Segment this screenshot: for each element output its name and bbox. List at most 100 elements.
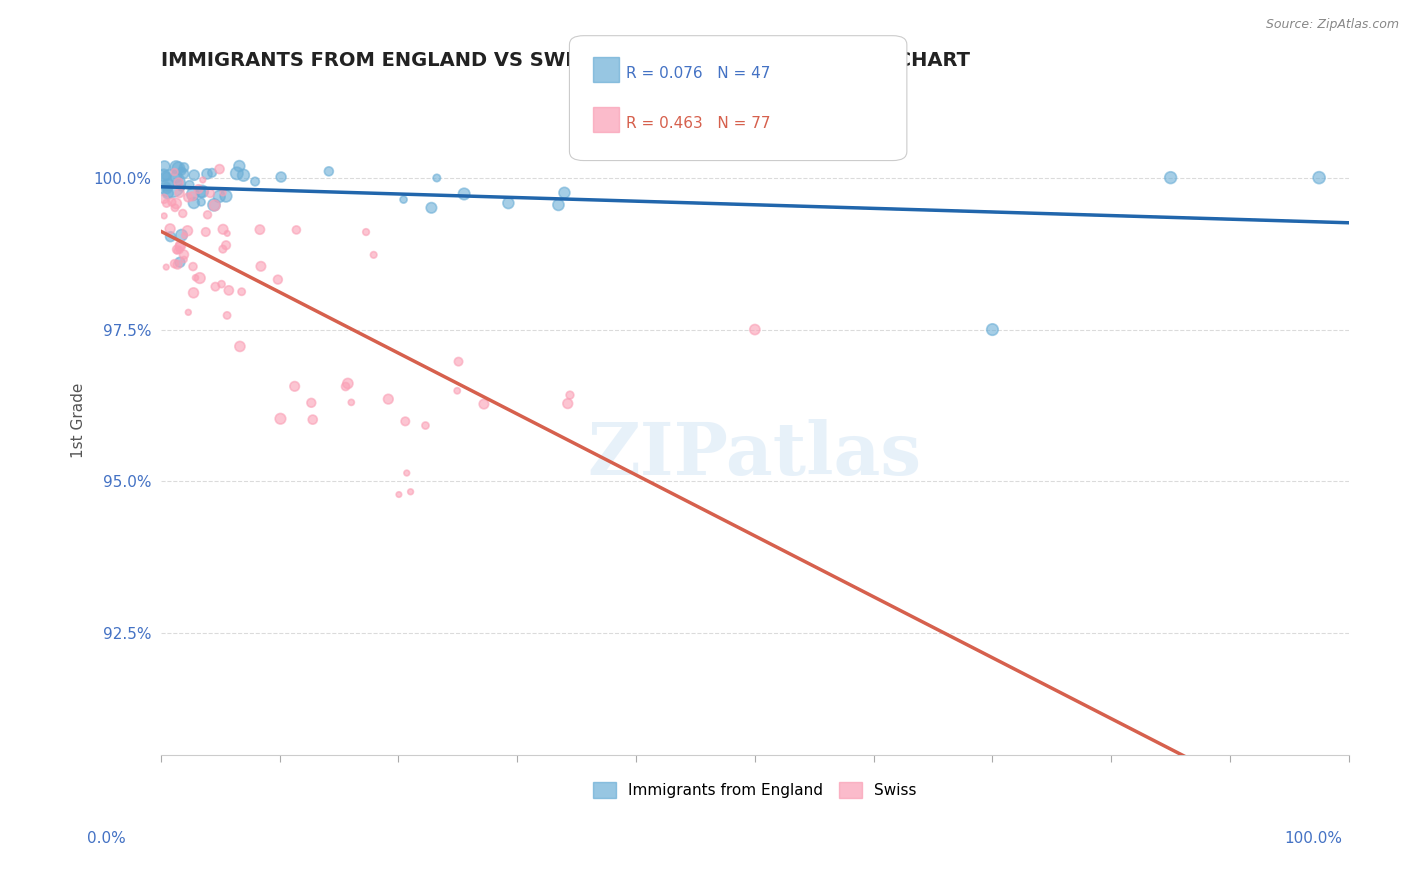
Point <box>250 260 273 274</box>
Point <box>170 228 193 243</box>
Point <box>363 248 385 262</box>
Point <box>197 208 219 222</box>
Point <box>395 466 418 480</box>
Point <box>177 190 200 204</box>
Point <box>202 198 225 212</box>
Text: ZIPatlas: ZIPatlas <box>588 418 922 490</box>
Point <box>156 178 179 192</box>
Point <box>170 164 193 178</box>
Point <box>270 169 292 184</box>
Point <box>217 227 239 241</box>
Point <box>231 285 253 299</box>
Point <box>160 195 183 210</box>
Point <box>301 412 323 426</box>
Point <box>232 168 254 182</box>
Point <box>176 224 198 238</box>
Point <box>399 484 422 499</box>
Point <box>340 395 363 409</box>
Point <box>167 175 190 189</box>
Point <box>215 189 238 203</box>
Point <box>169 239 191 253</box>
Point <box>420 201 443 215</box>
Point <box>335 379 357 393</box>
Point <box>179 178 201 192</box>
Point <box>204 279 226 293</box>
Point <box>156 182 179 196</box>
Point <box>249 222 271 236</box>
Point <box>558 388 581 402</box>
Point <box>153 192 176 206</box>
Point <box>201 166 224 180</box>
Point <box>173 167 195 181</box>
Point <box>394 414 416 428</box>
Point <box>208 162 231 177</box>
Point <box>269 411 291 425</box>
Point <box>208 189 231 203</box>
Point <box>204 198 226 212</box>
Point <box>172 206 194 220</box>
Point <box>183 196 205 211</box>
Point <box>472 397 495 411</box>
Point <box>173 228 195 243</box>
Point <box>155 260 177 274</box>
Point <box>163 201 186 215</box>
Point <box>229 339 252 353</box>
Point <box>191 173 214 187</box>
Point <box>181 189 204 203</box>
Point <box>153 209 176 223</box>
Point <box>169 238 191 252</box>
Point <box>415 418 437 433</box>
Text: R = 0.076   N = 47: R = 0.076 N = 47 <box>626 67 770 81</box>
Point <box>1160 170 1182 185</box>
Point <box>1308 170 1330 185</box>
Point <box>447 354 470 368</box>
Point <box>392 193 415 207</box>
Point <box>165 170 187 185</box>
Point <box>318 164 340 178</box>
Text: R = 0.463   N = 77: R = 0.463 N = 77 <box>626 117 770 131</box>
Point <box>163 165 186 179</box>
Point <box>212 222 235 236</box>
Point <box>167 161 190 175</box>
Point <box>165 160 187 174</box>
Text: 0.0%: 0.0% <box>87 831 127 847</box>
Point <box>155 196 177 211</box>
Point <box>284 379 307 393</box>
Point <box>181 187 204 202</box>
Point <box>228 159 250 173</box>
Point <box>377 392 399 406</box>
Point <box>426 171 449 186</box>
Point <box>215 238 238 252</box>
Point <box>285 223 308 237</box>
Point <box>159 229 181 244</box>
Point <box>187 182 209 196</box>
Point <box>498 196 520 211</box>
Point <box>547 198 569 212</box>
Point <box>190 195 212 210</box>
Point <box>225 166 247 180</box>
Text: Source: ZipAtlas.com: Source: ZipAtlas.com <box>1265 18 1399 31</box>
Point <box>156 186 179 201</box>
Point <box>173 161 195 175</box>
Point <box>152 168 174 182</box>
Point <box>170 180 193 194</box>
Point <box>159 222 181 236</box>
Point <box>453 186 475 201</box>
Point <box>156 169 179 184</box>
Point <box>183 168 205 182</box>
Point <box>153 159 176 173</box>
Point <box>218 284 240 298</box>
Point <box>211 277 233 292</box>
Point <box>553 186 575 200</box>
Point <box>981 322 1004 336</box>
Point <box>200 186 222 201</box>
Point <box>167 176 190 190</box>
Point <box>173 252 195 267</box>
Point <box>557 396 579 410</box>
Point <box>173 247 195 261</box>
Text: 100.0%: 100.0% <box>1285 831 1343 847</box>
Point <box>160 177 183 191</box>
Point <box>217 309 239 323</box>
Point <box>336 376 359 391</box>
Point <box>744 322 766 336</box>
